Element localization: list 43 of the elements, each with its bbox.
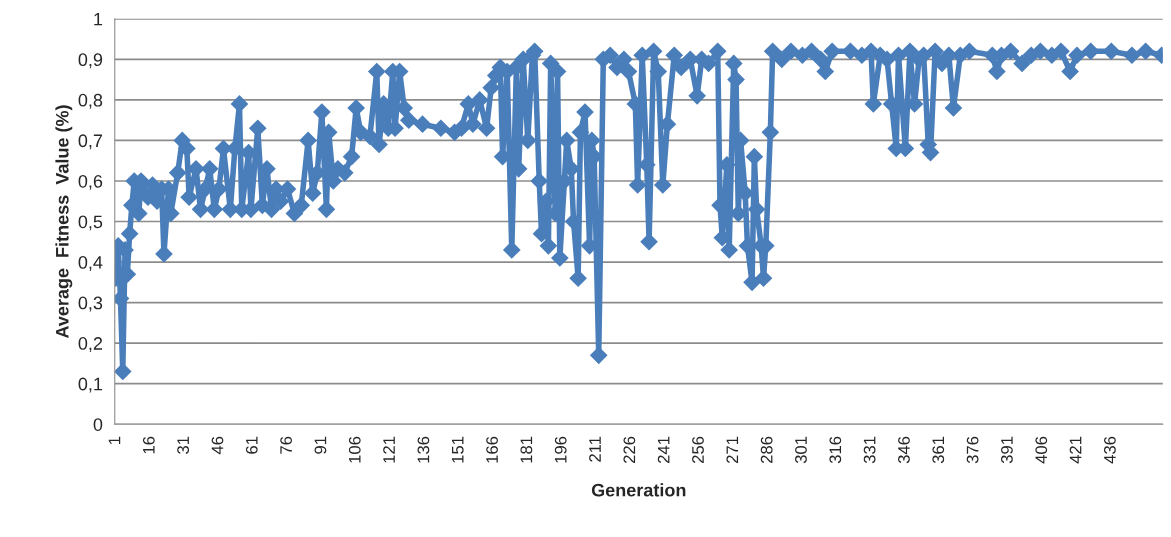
x-tick-label: 211 [589,436,601,462]
y-tick-label: 0,2 [78,337,103,352]
x-tick-label: 91 [314,436,327,454]
x-tick-label: 376 [966,436,979,464]
x-tick-label: 151 [451,436,464,463]
x-tick-label: 241 [657,436,670,463]
x-tick-label: 331 [863,436,876,464]
x-tick-label: 1 [108,436,121,445]
x-tick-label: 421 [1069,436,1082,464]
x-tick-label: 136 [417,436,430,463]
x-tick-label: 316 [829,436,842,464]
x-tick-label: 406 [1035,436,1048,464]
x-tick-label: 46 [211,436,224,455]
y-tick-label: 0,3 [78,296,103,312]
y-tick-label: 0,4 [78,255,103,271]
y-tick-label: 0 [93,418,103,431]
x-tick-label: 436 [1103,436,1116,464]
x-tick-label: 391 [1001,436,1013,464]
x-axis-title: Generation [591,483,686,497]
y-tick-label: 0,6 [78,174,103,190]
x-tick-label: 106 [348,436,361,463]
x-tick-label: 61 [245,436,258,454]
y-tick-label: 0,5 [78,215,103,231]
y-axis-title: Average Fitness Value (%) [55,105,73,339]
x-tick-label: 226 [623,436,636,463]
x-tick-label: 361 [932,436,945,464]
y-tick-label: 0,8 [78,93,103,109]
x-tick-label: 196 [554,436,567,463]
x-tick-label: 271 [726,436,739,463]
y-tick-label: 0,1 [78,377,103,393]
x-tick-label: 16 [142,436,155,454]
x-tick-label: 301 [795,436,807,464]
x-tick-label: 121 [383,436,395,463]
x-tick-label: 286 [760,436,773,463]
x-tick-label: 346 [898,436,910,464]
x-tick-label: 256 [692,436,704,463]
x-tick-label: 31 [177,436,190,454]
y-tick-label: 1 [94,12,103,26]
x-tick-label: 166 [486,436,498,463]
x-tick-label: 76 [280,436,292,454]
y-tick-label: 0,7 [78,134,103,150]
x-tick-label: 181 [520,436,533,463]
y-tick-label: 0,9 [78,53,103,69]
